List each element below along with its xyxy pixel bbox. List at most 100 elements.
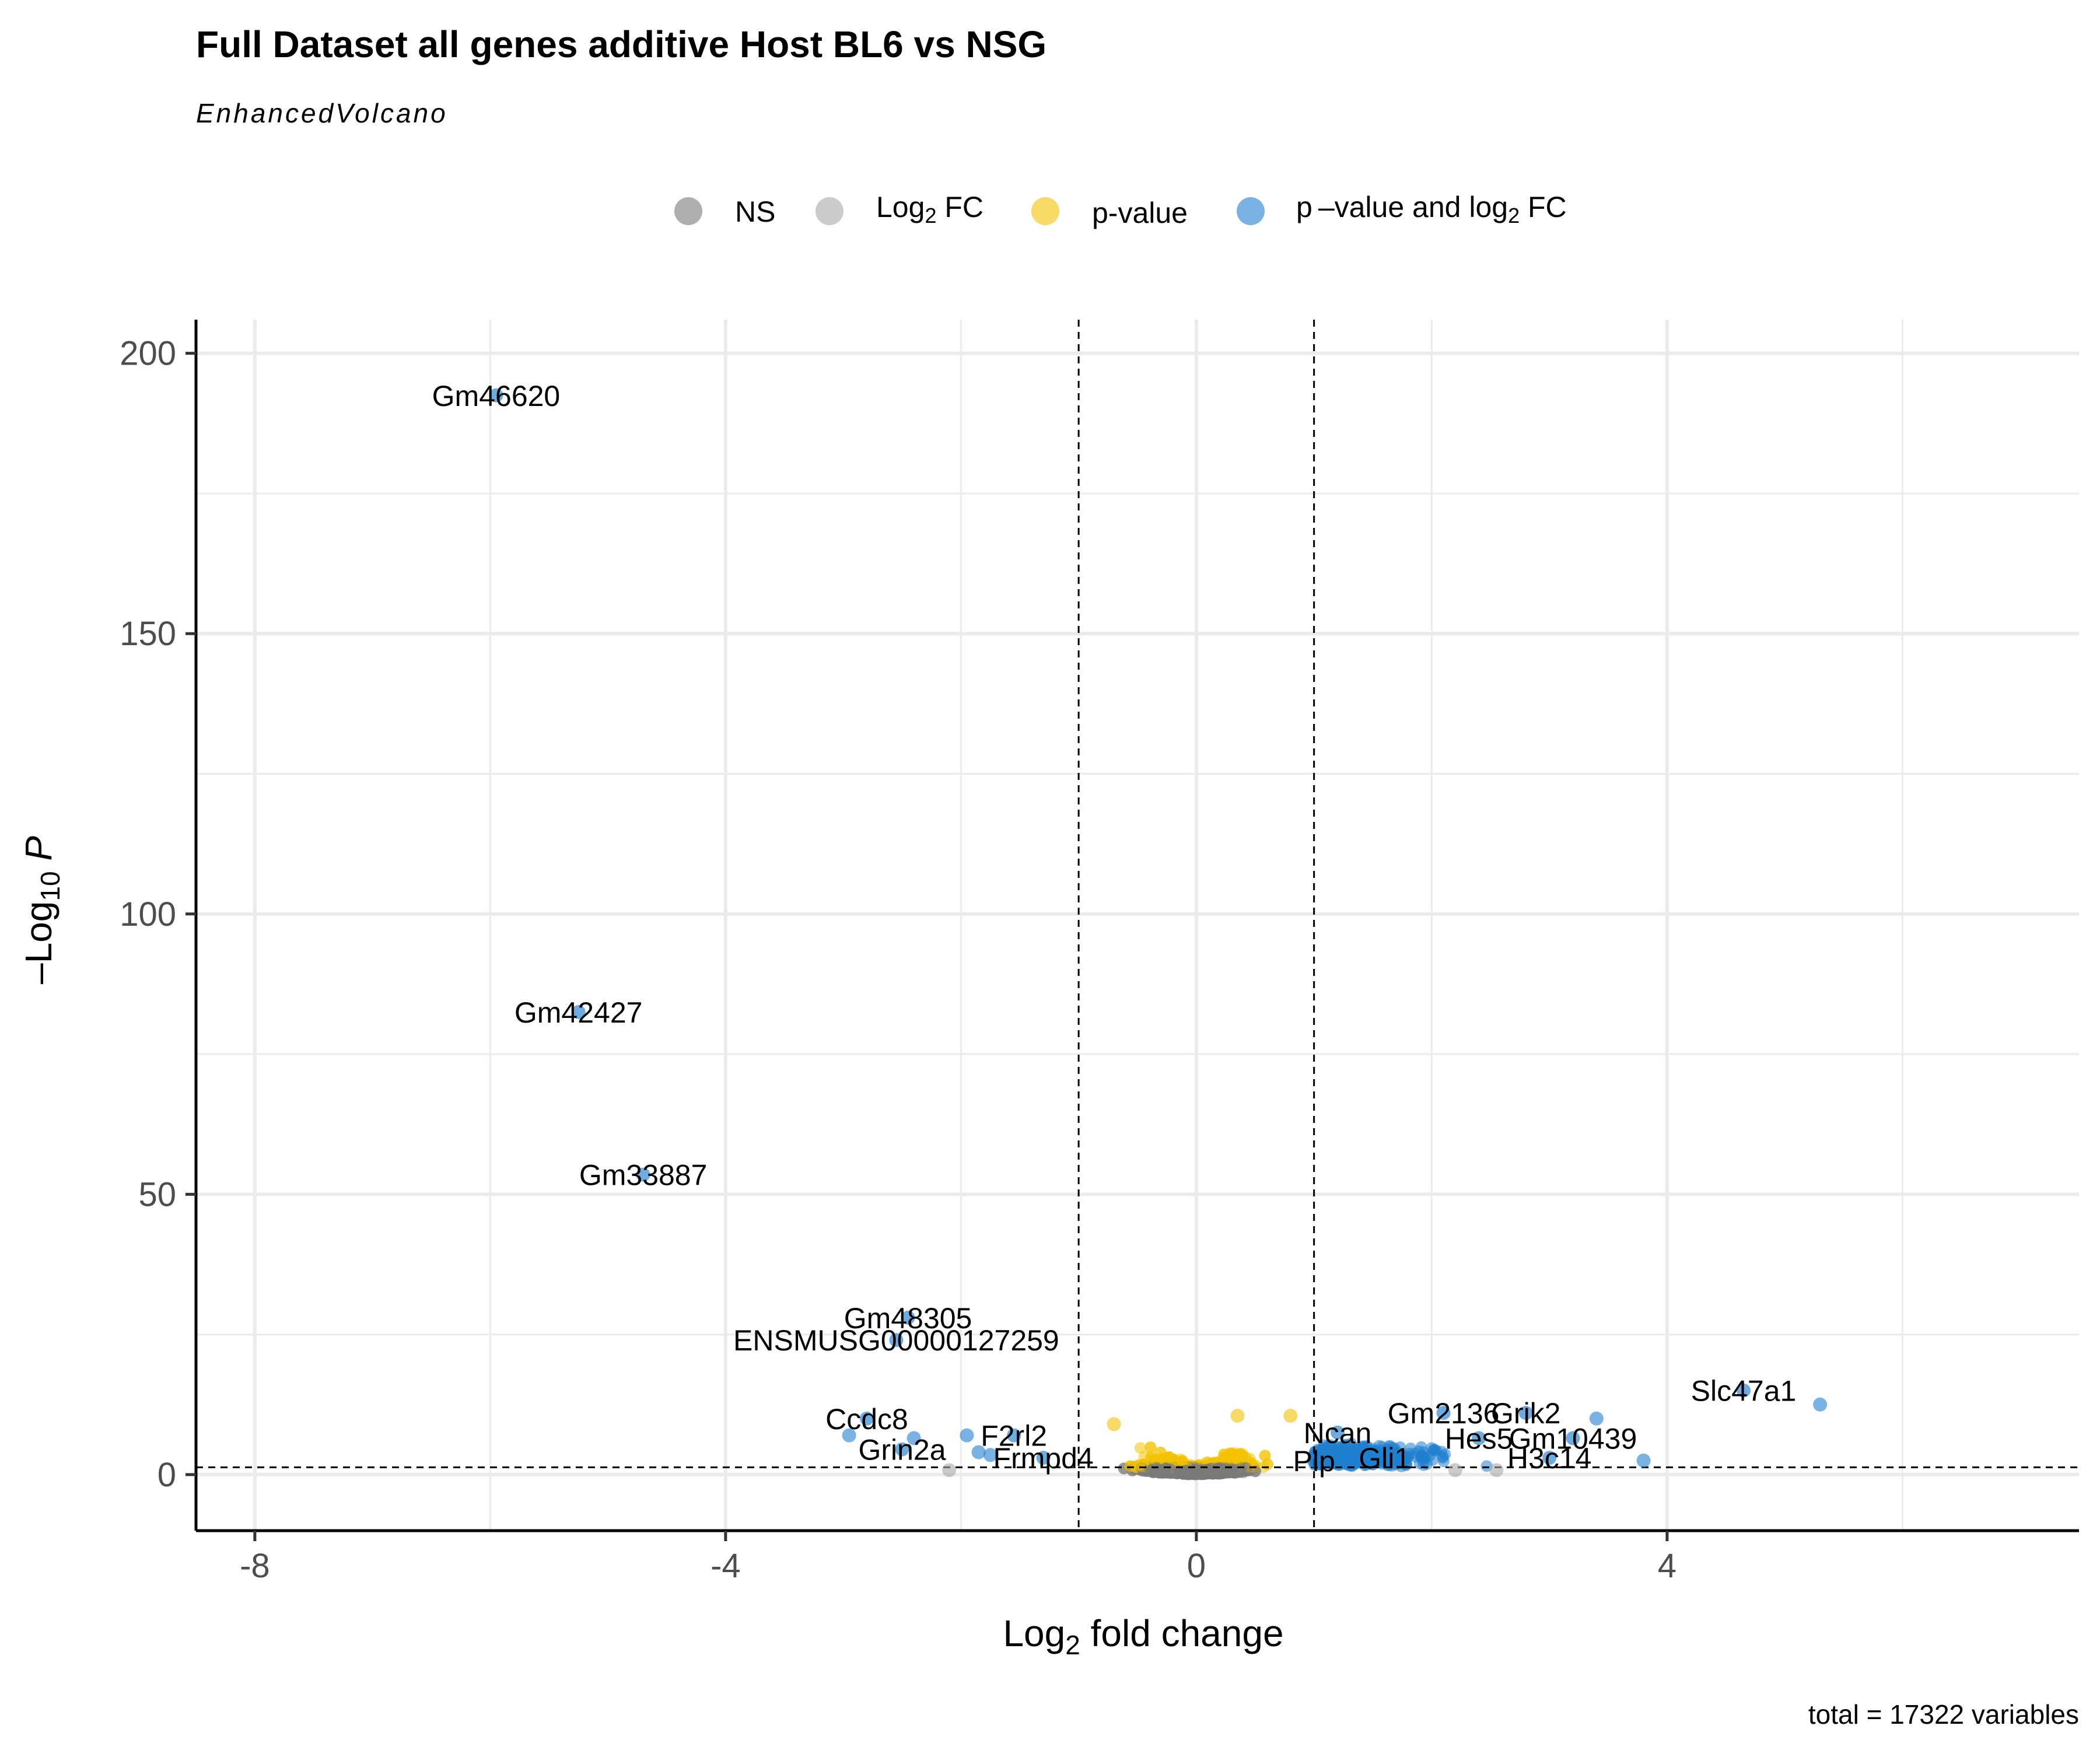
gene-point <box>1430 1444 1443 1457</box>
gene-point <box>1335 1443 1348 1455</box>
chart-subtitle: EnhancedVolcano <box>196 98 448 128</box>
gene-point <box>942 1463 957 1478</box>
caption: total = 17322 variables <box>1808 1699 2079 1730</box>
gene-point <box>1448 1463 1462 1478</box>
x-tick-label: 0 <box>1187 1547 1206 1585</box>
gene-label-plp: Plp <box>1293 1445 1335 1478</box>
cutoff-lines <box>196 320 2079 1531</box>
gene-point-h3c14 <box>1542 1451 1557 1465</box>
gene-point-hes5 <box>1472 1431 1486 1446</box>
gene-point-gli1 <box>1377 1451 1392 1465</box>
major-gridlines <box>196 320 2079 1531</box>
gene-label-frmpd4: Frmpd4 <box>993 1442 1093 1475</box>
gene-point-slc47a1 <box>1737 1383 1751 1398</box>
gene-point-grik2 <box>1518 1406 1533 1420</box>
highlighted-points <box>489 388 1828 1478</box>
y-tick-label: 100 <box>120 895 176 933</box>
chart-title: Full Dataset all genes additive Host BL6… <box>196 23 1046 65</box>
gene-point <box>1179 1465 1191 1477</box>
x-tick-label: 4 <box>1658 1547 1676 1585</box>
gene-point-ccdc8 <box>859 1411 874 1426</box>
legend: NS Log2 FC p-value p –value and log2 FC <box>674 191 1567 229</box>
gene-point-gm2136 <box>1436 1406 1451 1420</box>
gene-point <box>1489 1463 1504 1478</box>
minor-gridlines <box>196 320 2079 1531</box>
gene-point-gm10439 <box>1566 1431 1580 1446</box>
gene-label-grin2a: Grin2a <box>858 1434 946 1466</box>
legend-key-fc <box>816 197 844 225</box>
gene-point <box>960 1428 974 1443</box>
legend-key-both <box>1237 197 1265 225</box>
gene-point <box>1261 1458 1273 1471</box>
gene-point <box>1249 1465 1261 1478</box>
gene-label-ccdc8: Ccdc8 <box>825 1403 908 1436</box>
gene-point <box>1133 1459 1146 1471</box>
gene-point <box>1418 1459 1430 1471</box>
y-axis-title: –Log10 P <box>18 836 65 984</box>
legend-label-fc: Log2 FC <box>876 191 984 228</box>
gene-point <box>1325 1453 1338 1465</box>
gene-label-gm46620: Gm46620 <box>432 380 561 412</box>
gene-point <box>1813 1397 1828 1412</box>
gene-point-grin2a <box>895 1442 909 1457</box>
gene-point <box>1107 1417 1121 1432</box>
gene-point <box>1158 1452 1171 1465</box>
gene-label-h3c14: H3c14 <box>1507 1442 1592 1475</box>
gene-point-ncan <box>1330 1425 1345 1440</box>
gene-point-f2rl2 <box>1007 1428 1021 1443</box>
gene-point-plp <box>1307 1453 1321 1468</box>
gene-point <box>971 1445 986 1460</box>
gene-point <box>1321 1441 1333 1453</box>
gene-point-gm42427 <box>571 1005 586 1019</box>
gene-point <box>1240 1462 1252 1474</box>
legend-label-p: p-value <box>1092 197 1188 229</box>
gene-point-gm48305 <box>901 1310 915 1325</box>
legend-key-ns <box>674 197 702 225</box>
gene-label-f2rl2: F2rl2 <box>981 1420 1047 1452</box>
gene-label-grik2: Grik2 <box>1491 1397 1560 1430</box>
gene-point <box>983 1448 998 1462</box>
gene-point <box>1387 1444 1399 1457</box>
gene-point <box>1230 1408 1245 1423</box>
gene-point <box>1349 1452 1361 1465</box>
gene-point-gm46620 <box>489 388 503 402</box>
gene-point <box>1398 1450 1410 1462</box>
y-tick-label: 0 <box>158 1456 176 1494</box>
gene-label-gm10439: Gm10439 <box>1509 1422 1637 1455</box>
y-tick-label: 50 <box>138 1175 176 1213</box>
gene-point <box>907 1431 921 1446</box>
gene-label-gm2136: Gm2136 <box>1388 1397 1500 1430</box>
gene-label-slc47a1: Slc47a1 <box>1691 1375 1797 1408</box>
gene-point <box>1134 1442 1146 1454</box>
gene-label-gli1: Gli1 <box>1359 1442 1410 1475</box>
legend-label-both: p –value and log2 FC <box>1296 191 1567 228</box>
x-axis-ticks: -8 -4 0 4 <box>240 1531 1676 1585</box>
y-tick-label: 200 <box>120 335 176 373</box>
legend-label-ns: NS <box>735 195 775 228</box>
y-axis-ticks: 0 50 100 150 200 <box>120 335 196 1494</box>
x-axis-title: Log2 fold change <box>1003 1612 1283 1660</box>
gene-point <box>1340 1453 1352 1465</box>
y-tick-label: 150 <box>120 615 176 653</box>
gene-point <box>1144 1441 1157 1454</box>
gene-point-frmpd4 <box>1036 1451 1051 1465</box>
gene-labels: Gm46620 Gm42427 Gm33887 Gm48305ENSMUSG00000… <box>432 380 1797 1478</box>
gene-point-gm33887 <box>636 1167 650 1182</box>
gene-label-ensmusg00000127259: ENSMUSG00000127259 <box>733 1324 1059 1357</box>
gene-point <box>1217 1464 1229 1476</box>
gene-point <box>1636 1453 1651 1468</box>
x-tick-label: -8 <box>240 1547 270 1585</box>
gene-label-gm48305: Gm48305 <box>844 1302 972 1335</box>
x-tick-label: -4 <box>710 1547 741 1585</box>
gene-point <box>1347 1443 1359 1455</box>
gene-label-gm42427: Gm42427 <box>514 996 643 1029</box>
gene-point <box>1283 1408 1298 1423</box>
gene-label-ncan: Ncan <box>1304 1417 1372 1450</box>
gene-point <box>1589 1411 1604 1426</box>
gene-point <box>842 1428 856 1443</box>
gene-point-ensmusg00000127259 <box>889 1333 904 1348</box>
gene-label-gm33887: Gm33887 <box>579 1159 708 1192</box>
legend-key-p <box>1031 197 1059 225</box>
gene-label-hes5: Hes5 <box>1445 1422 1513 1455</box>
